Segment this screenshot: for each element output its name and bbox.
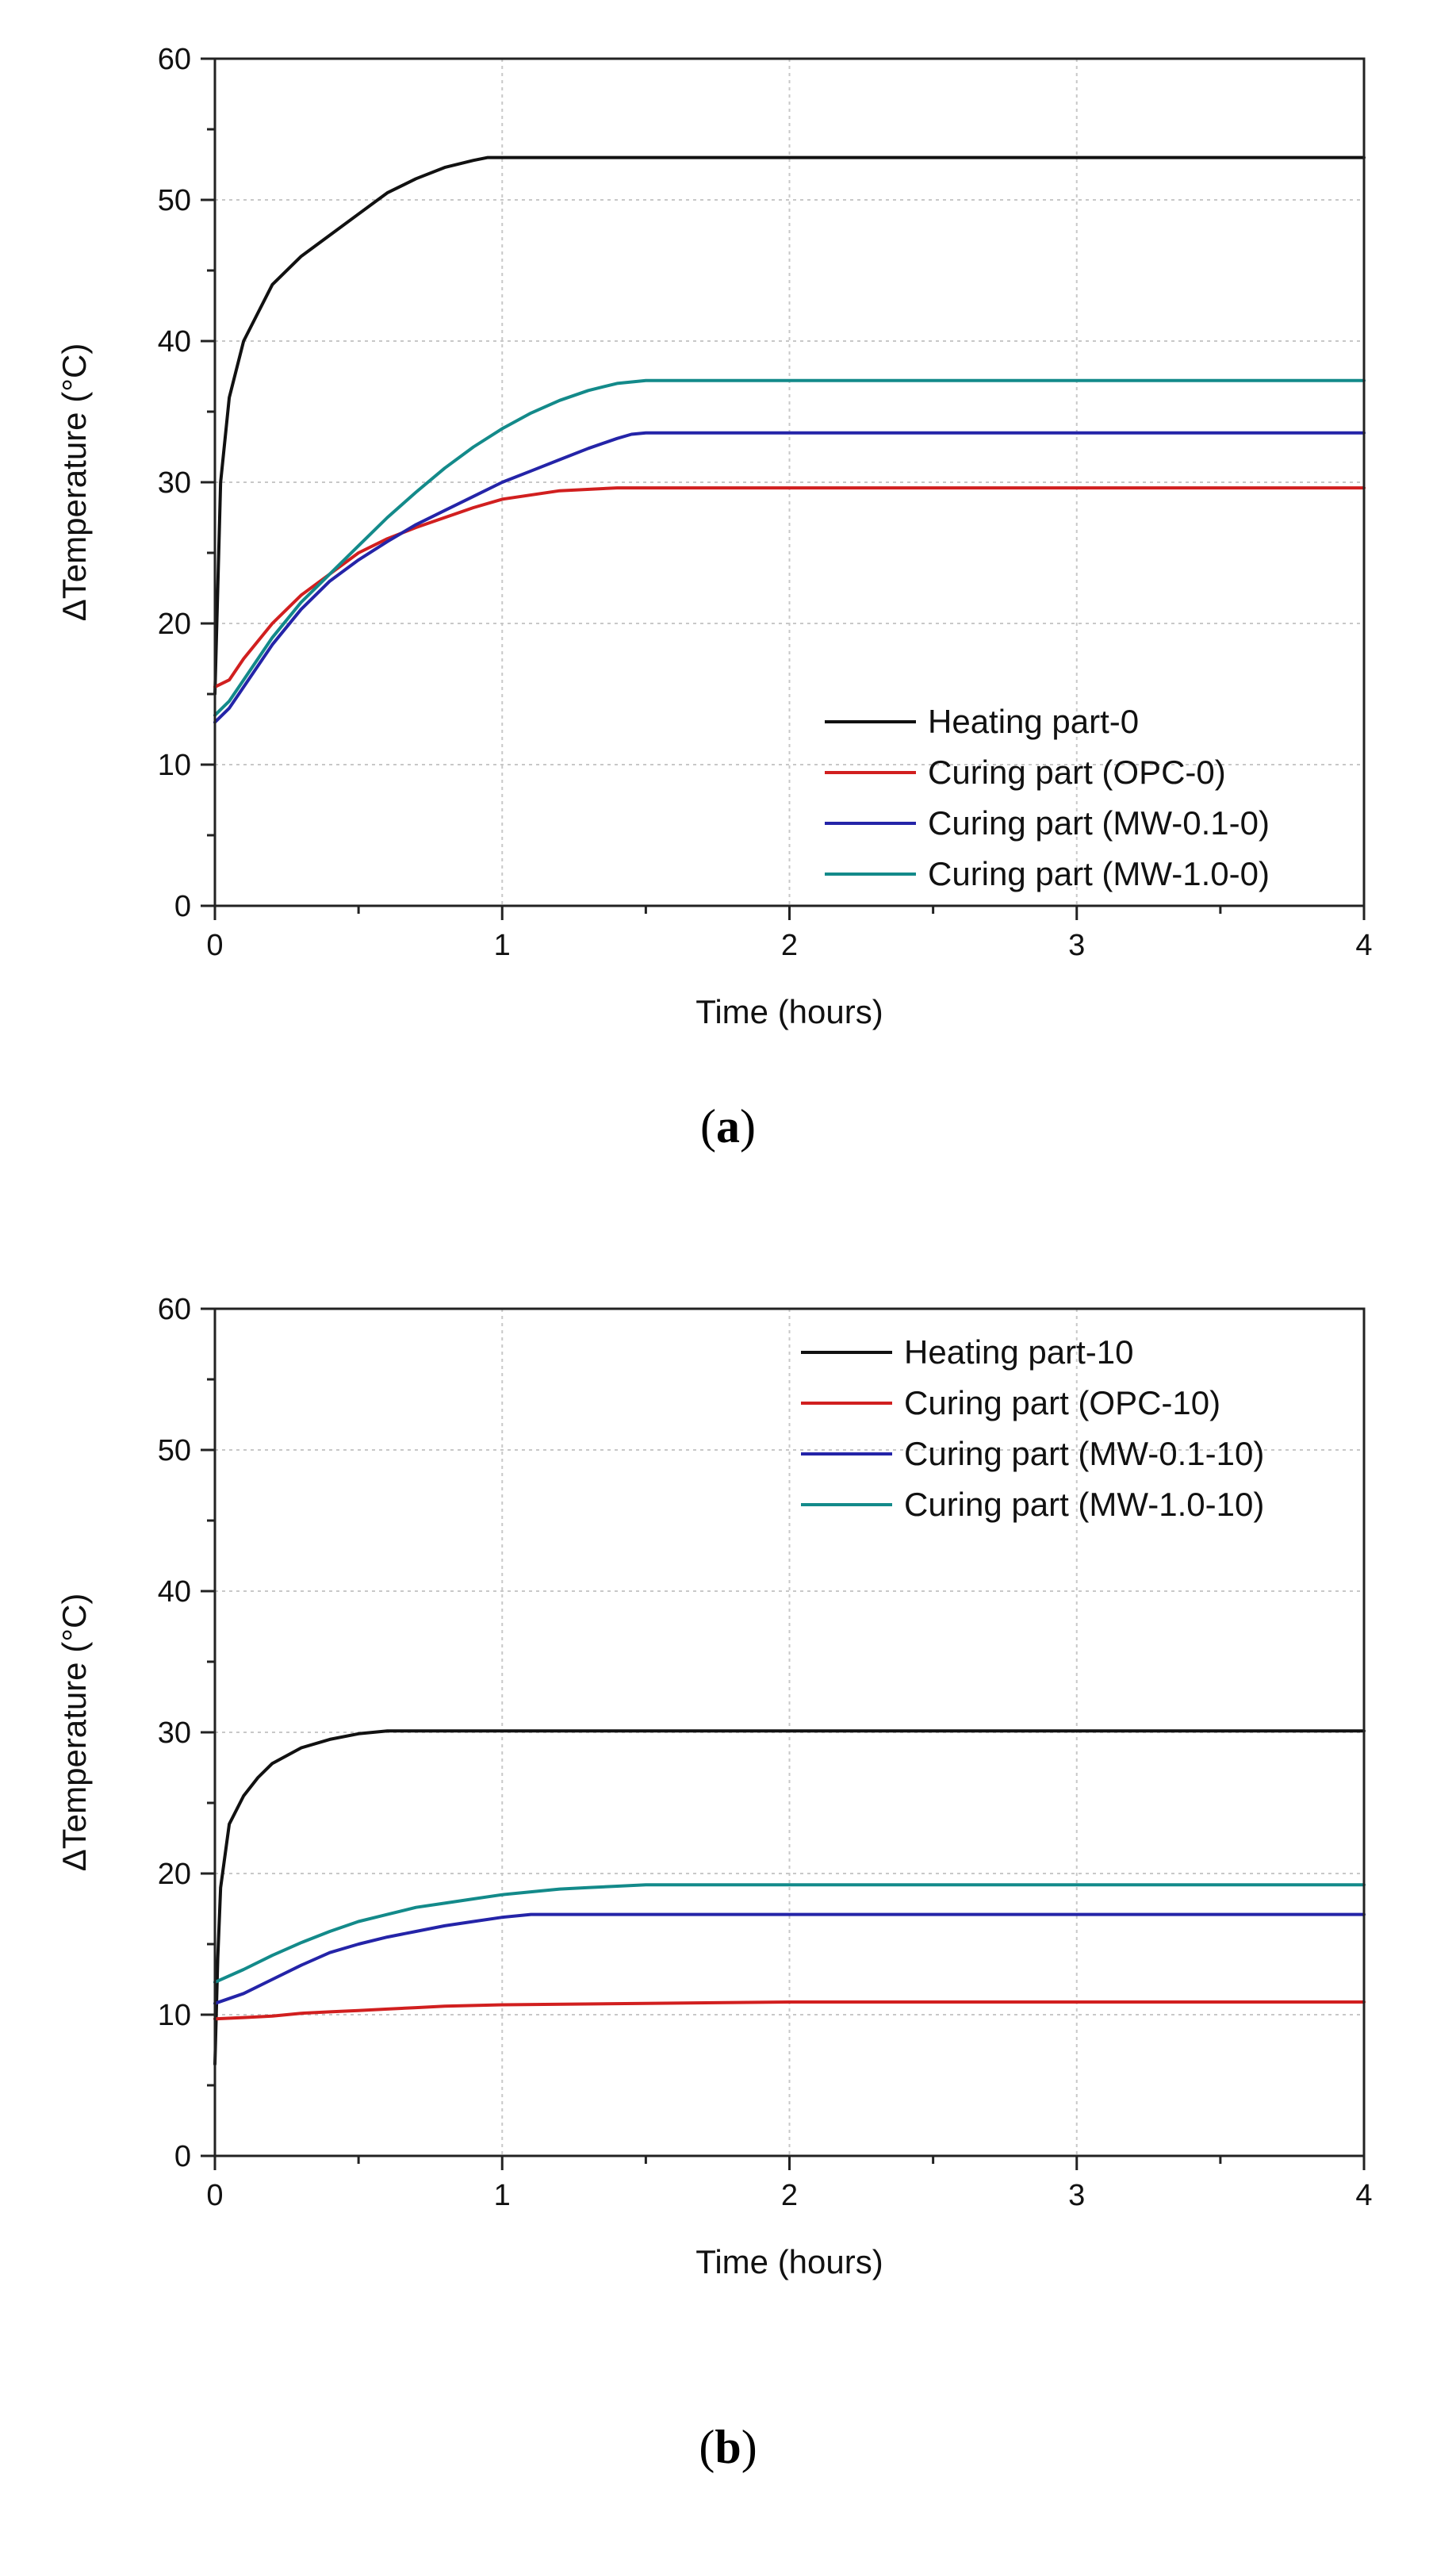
y-tick-label: 0 — [174, 2140, 191, 2173]
x-tick-label: 2 — [781, 929, 798, 962]
y-tick-label: 50 — [158, 1434, 191, 1467]
caption-close: ) — [741, 2421, 757, 2473]
y-tick-label: 60 — [158, 1293, 191, 1326]
x-axis-label: Time (hours) — [695, 2243, 883, 2280]
x-tick-label: 2 — [781, 2179, 798, 2212]
series-line-1 — [213, 155, 1366, 696]
series-line-4 — [213, 378, 1366, 717]
y-tick-label: 40 — [158, 325, 191, 359]
legend-label: Heating part-0 — [928, 703, 1139, 740]
legend-label: Curing part (MW-0.1-10) — [904, 1435, 1264, 1472]
y-axis: 0 10 20 30 40 50 60 — [158, 1293, 215, 2173]
y-axis-label: ΔTemperature (°C) — [56, 343, 93, 622]
legend: Heating part-0 Curing part (OPC-0) Curing … — [825, 703, 1270, 892]
y-tick-label: 50 — [158, 184, 191, 217]
x-tick-label: 3 — [1068, 2179, 1085, 2212]
x-tick-label: 4 — [1355, 929, 1372, 962]
y-axis-label: ΔTemperature (°C) — [56, 1594, 93, 1872]
y-tick-label: 30 — [158, 1716, 191, 1750]
y-tick-label: 10 — [158, 1999, 191, 2032]
legend-label: Heating part-10 — [904, 1333, 1134, 1371]
x-axis: 0 1 2 3 4 — [206, 2156, 1373, 2212]
y-tick-label: 60 — [158, 43, 191, 76]
legend-label: Curing part (OPC-10) — [904, 1384, 1220, 1421]
caption-letter: a — [716, 1100, 740, 1153]
y-tick-label: 0 — [174, 890, 191, 923]
series-line-2 — [213, 486, 1366, 689]
legend-label: Curing part (MW-0.1-0) — [928, 804, 1270, 842]
series-line-2 — [213, 2000, 1366, 2021]
panel-caption: (a) — [700, 1100, 756, 1153]
caption-open: ( — [700, 1100, 716, 1153]
legend-label: Curing part (MW-1.0-0) — [928, 855, 1270, 892]
x-axis-label: Time (hours) — [695, 993, 883, 1030]
y-tick-label: 10 — [158, 749, 191, 782]
caption-letter: b — [715, 2421, 741, 2473]
x-tick-label: 0 — [206, 2179, 223, 2212]
legend: Heating part-10 Curing part (OPC-10) Curin… — [801, 1333, 1264, 1523]
y-tick-label: 30 — [158, 466, 191, 500]
y-tick-label: 20 — [158, 1858, 191, 1891]
series-line-4 — [213, 1883, 1366, 1985]
series-line-3 — [213, 1912, 1366, 2005]
y-tick-label: 20 — [158, 608, 191, 641]
series-line-3 — [213, 431, 1366, 724]
caption-close: ) — [740, 1100, 756, 1153]
panel-caption: (b) — [699, 2421, 757, 2473]
caption-open: ( — [699, 2421, 715, 2473]
y-axis: 0 10 20 30 40 50 60 — [158, 43, 215, 923]
x-axis: 0 1 2 3 4 — [206, 906, 1373, 962]
x-tick-label: 3 — [1068, 929, 1085, 962]
series-line-1 — [213, 1729, 1366, 2066]
x-tick-label: 0 — [206, 929, 223, 962]
legend-label: Curing part (OPC-0) — [928, 754, 1226, 791]
legend-label: Curing part (MW-1.0-10) — [904, 1486, 1264, 1523]
x-tick-label: 4 — [1355, 2179, 1372, 2212]
y-tick-label: 40 — [158, 1575, 191, 1609]
x-tick-label: 1 — [494, 929, 511, 962]
x-tick-label: 1 — [494, 2179, 511, 2212]
